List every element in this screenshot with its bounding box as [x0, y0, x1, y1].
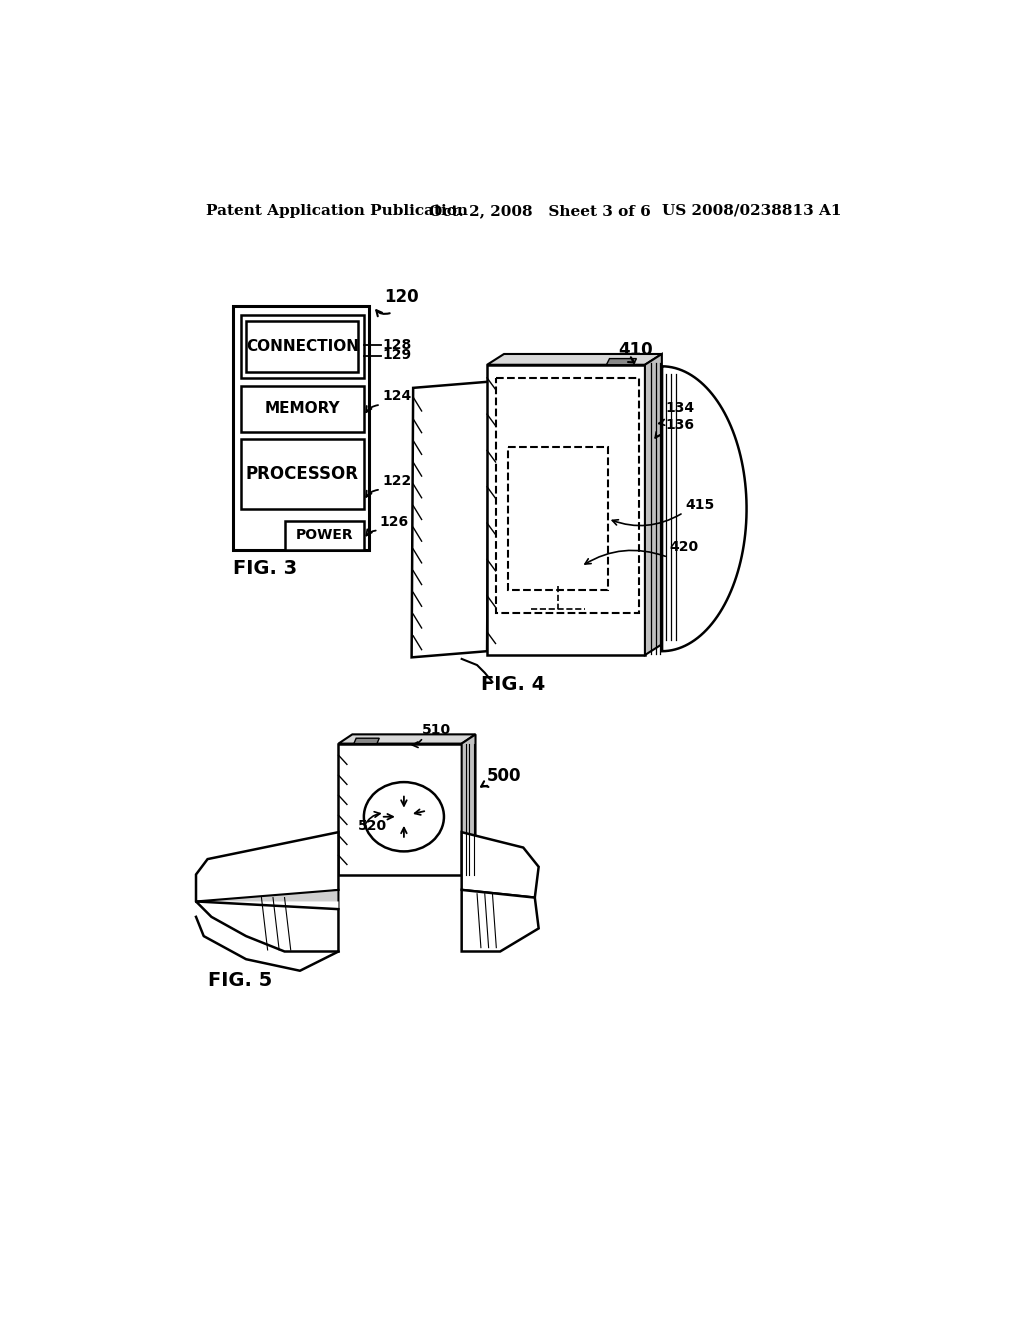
Text: US 2008/0238813 A1: US 2008/0238813 A1 [662, 203, 842, 218]
Text: 129: 129 [382, 348, 412, 363]
Polygon shape [241, 315, 364, 378]
Text: 124: 124 [382, 389, 412, 403]
Text: PROCESSOR: PROCESSOR [246, 465, 358, 483]
Text: 122: 122 [382, 474, 412, 488]
Text: 500: 500 [486, 767, 521, 784]
Text: MEMORY: MEMORY [264, 401, 340, 416]
Polygon shape [196, 902, 339, 970]
Polygon shape [662, 367, 746, 651]
Text: FIG. 5: FIG. 5 [208, 972, 271, 990]
Polygon shape [246, 321, 358, 372]
Polygon shape [354, 738, 379, 743]
Polygon shape [462, 890, 539, 952]
Polygon shape [233, 306, 370, 549]
Polygon shape [196, 890, 339, 917]
Text: 128: 128 [382, 338, 412, 351]
Text: POWER: POWER [295, 528, 353, 543]
Text: 120: 120 [385, 288, 419, 306]
Text: FIG. 4: FIG. 4 [481, 675, 545, 694]
Polygon shape [285, 521, 364, 549]
Polygon shape [339, 743, 462, 875]
Polygon shape [339, 734, 475, 743]
Polygon shape [241, 440, 364, 508]
Text: CONNECTION: CONNECTION [246, 339, 358, 354]
Text: 520: 520 [357, 818, 387, 833]
Polygon shape [487, 354, 662, 364]
Text: FIG. 3: FIG. 3 [233, 560, 297, 578]
Text: Patent Application Publication: Patent Application Publication [206, 203, 468, 218]
Text: 420: 420 [670, 540, 698, 554]
Text: Oct. 2, 2008   Sheet 3 of 6: Oct. 2, 2008 Sheet 3 of 6 [429, 203, 651, 218]
Polygon shape [645, 354, 662, 655]
Polygon shape [196, 902, 339, 952]
Polygon shape [487, 364, 645, 655]
Polygon shape [241, 385, 364, 432]
Text: 415: 415 [685, 498, 714, 512]
Text: 126: 126 [379, 515, 409, 529]
Text: 136: 136 [666, 418, 694, 433]
Text: 134: 134 [666, 401, 695, 416]
Polygon shape [412, 381, 488, 657]
Text: 510: 510 [422, 723, 451, 738]
Polygon shape [196, 832, 339, 917]
Polygon shape [462, 832, 539, 898]
Text: 410: 410 [617, 341, 652, 359]
Polygon shape [606, 359, 637, 364]
Polygon shape [462, 734, 475, 875]
Ellipse shape [364, 781, 444, 851]
